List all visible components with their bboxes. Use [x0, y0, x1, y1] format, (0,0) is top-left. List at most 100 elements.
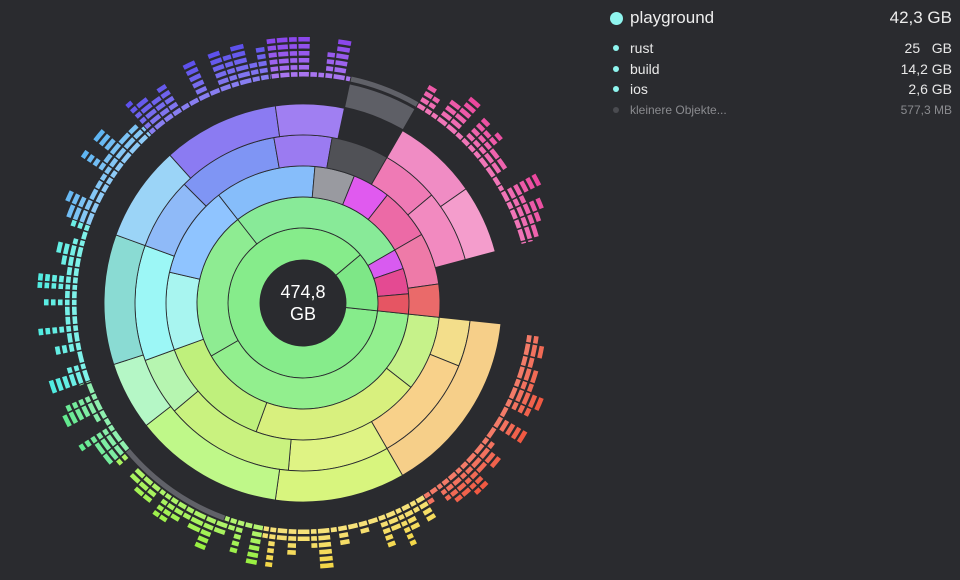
file-segment[interactable]	[64, 305, 71, 317]
file-segment[interactable]	[67, 342, 76, 354]
file-segment[interactable]	[458, 459, 470, 471]
file-segment[interactable]	[44, 326, 52, 336]
file-segment[interactable]	[516, 227, 527, 243]
file-segment[interactable]	[473, 474, 485, 486]
file-segment[interactable]	[508, 207, 519, 221]
file-segment[interactable]	[86, 401, 98, 416]
file-segment[interactable]	[268, 58, 279, 66]
file-segment[interactable]	[249, 68, 260, 77]
file-segment[interactable]	[137, 480, 151, 493]
file-segment[interactable]	[309, 71, 319, 78]
file-segment[interactable]	[520, 390, 532, 407]
file-segment[interactable]	[120, 452, 130, 463]
file-segment[interactable]	[496, 183, 506, 193]
file-segment[interactable]	[474, 460, 489, 475]
file-segment[interactable]	[289, 57, 299, 64]
file-segment[interactable]	[149, 94, 164, 107]
file-segment[interactable]	[85, 381, 96, 395]
file-segment[interactable]	[529, 369, 540, 385]
file-segment[interactable]	[403, 508, 415, 519]
file-segment[interactable]	[88, 187, 100, 202]
file-segment[interactable]	[89, 392, 99, 402]
file-segment[interactable]	[70, 192, 82, 206]
legend-item-rust[interactable]: rust 25 GB	[610, 38, 952, 59]
file-segment[interactable]	[142, 120, 153, 131]
file-segment[interactable]	[196, 534, 210, 545]
file-segment[interactable]	[171, 106, 184, 118]
file-segment[interactable]	[287, 535, 298, 542]
file-segment[interactable]	[309, 528, 318, 535]
file-segment[interactable]	[100, 427, 111, 437]
file-segment[interactable]	[65, 203, 77, 220]
file-segment[interactable]	[78, 238, 87, 248]
file-segment[interactable]	[76, 350, 86, 365]
file-segment[interactable]	[459, 486, 473, 499]
file-segment[interactable]	[97, 160, 108, 172]
file-segment[interactable]	[471, 138, 483, 150]
file-segment[interactable]	[376, 513, 388, 523]
file-segment[interactable]	[408, 538, 419, 548]
file-segment[interactable]	[384, 509, 397, 520]
file-segment[interactable]	[435, 481, 445, 491]
file-segment[interactable]	[208, 86, 222, 98]
file-segment[interactable]	[228, 516, 239, 526]
file-segment[interactable]	[405, 531, 416, 541]
file-segment[interactable]	[223, 59, 235, 69]
file-segment[interactable]	[421, 505, 434, 517]
file-segment[interactable]	[64, 315, 72, 326]
file-segment[interactable]	[310, 535, 318, 542]
file-segment[interactable]	[201, 521, 215, 532]
legend-item-ios[interactable]: ios 2,6 GB	[610, 79, 952, 100]
file-segment[interactable]	[83, 198, 94, 212]
file-segment[interactable]	[192, 509, 208, 521]
file-segment[interactable]	[488, 147, 501, 161]
file-segment[interactable]	[122, 135, 137, 151]
file-segment[interactable]	[66, 255, 76, 268]
file-segment[interactable]	[102, 152, 114, 165]
file-segment[interactable]	[141, 492, 154, 505]
file-segment[interactable]	[101, 451, 115, 466]
file-segment[interactable]	[325, 58, 336, 66]
file-segment[interactable]	[530, 172, 543, 188]
small-objects-segment[interactable]	[349, 75, 420, 108]
file-segment[interactable]	[218, 82, 233, 93]
file-segment[interactable]	[289, 64, 299, 71]
file-segment[interactable]	[36, 272, 45, 282]
file-segment[interactable]	[519, 215, 530, 228]
file-segment[interactable]	[310, 542, 319, 549]
file-segment[interactable]	[114, 146, 128, 161]
file-segment[interactable]	[193, 540, 208, 552]
file-segment[interactable]	[77, 442, 88, 453]
file-segment[interactable]	[74, 370, 85, 386]
file-segment[interactable]	[79, 148, 91, 161]
legend-header-playground[interactable]: playground 42,3 GB	[610, 6, 952, 30]
file-segment[interactable]	[503, 421, 517, 438]
file-segment[interactable]	[477, 144, 488, 156]
file-segment[interactable]	[64, 189, 76, 204]
file-segment[interactable]	[482, 140, 494, 152]
file-segment[interactable]	[43, 298, 50, 307]
file-segment[interactable]	[472, 486, 483, 497]
file-segment[interactable]	[181, 511, 193, 522]
file-segment[interactable]	[337, 531, 350, 540]
file-segment[interactable]	[133, 466, 147, 480]
file-segment[interactable]	[514, 388, 526, 404]
legend-item-build[interactable]: build 14,2 GB	[610, 59, 952, 80]
file-segment[interactable]	[167, 100, 180, 112]
file-segment[interactable]	[102, 416, 113, 428]
file-segment[interactable]	[525, 333, 533, 344]
file-segment[interactable]	[99, 437, 113, 452]
file-segment[interactable]	[366, 515, 380, 526]
file-segment[interactable]	[417, 499, 431, 511]
file-segment[interactable]	[484, 165, 497, 179]
file-segment[interactable]	[270, 72, 281, 80]
file-segment[interactable]	[458, 470, 469, 481]
file-segment[interactable]	[275, 36, 289, 44]
file-segment[interactable]	[247, 543, 261, 553]
file-segment[interactable]	[142, 474, 155, 487]
file-segment[interactable]	[460, 136, 472, 148]
file-segment[interactable]	[238, 76, 253, 87]
file-segment[interactable]	[155, 503, 166, 513]
file-segment[interactable]	[466, 143, 477, 154]
